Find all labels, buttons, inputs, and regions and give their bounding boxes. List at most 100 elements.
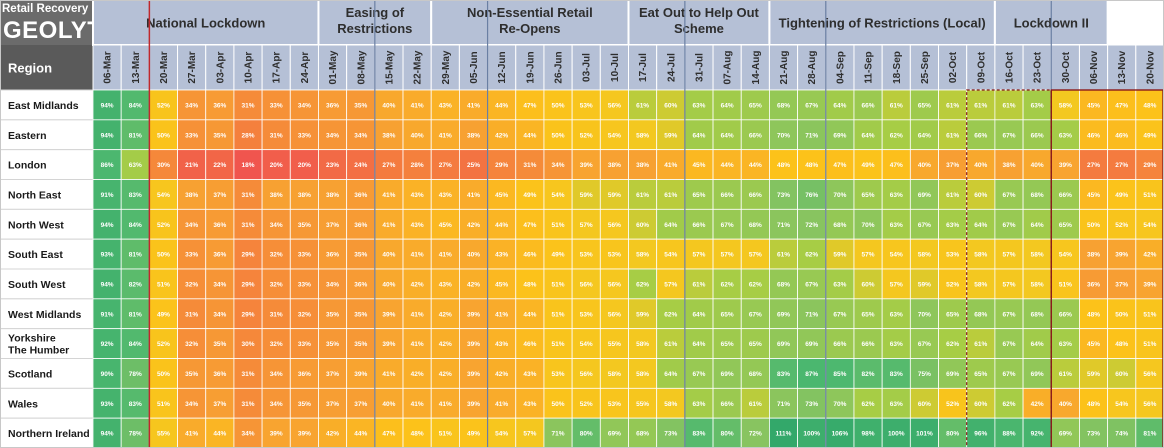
heat-value: 35% [213,132,226,139]
heat-value: 70% [833,401,846,408]
heat-value: 48% [805,162,818,169]
heat-value: 51% [157,401,170,408]
heat-cell [628,417,658,448]
heat-value: 38% [636,162,649,169]
date-label: 27-Mar [187,51,198,83]
heat-cell [1135,149,1164,180]
heat-value: 42% [495,132,508,139]
heat-value: 32% [185,281,198,288]
heat-value: 36% [213,222,226,229]
heat-value: 27% [439,162,452,169]
heat-cell [515,387,545,419]
heat-cell [374,417,404,448]
heat-cell [177,268,207,300]
heat-value: 60% [636,222,649,229]
heat-cell [628,179,658,210]
date-label: 19-Jun [525,51,536,83]
heat-value: 40% [918,162,931,169]
heat-value: 48% [1087,401,1100,408]
heat-value: 42% [467,281,480,288]
heat-value: 27% [382,162,395,169]
heat-value: 92% [1031,431,1044,438]
heat-value: 49% [523,192,536,199]
heat-value: 53% [552,371,565,378]
heat-value: 52% [580,132,593,139]
region-label: South East [8,249,63,261]
heat-cell [233,119,263,151]
heat-value: 45% [1087,192,1100,199]
heat-value: 69% [777,311,790,318]
table-row: East Midlands 94% 84% 52% 34% 36% 31% 33% 34% 36%… [0,89,1164,121]
heat-cell [148,268,178,300]
heat-cell [966,298,996,330]
heat-cell [1050,149,1080,180]
heat-value: 66% [721,192,734,199]
heat-value: 27% [1115,162,1128,169]
heat-value: 49% [467,431,480,438]
heat-cell [543,298,573,330]
heat-cell [881,358,911,389]
heat-value: 96% [974,431,987,438]
table-row: Northern Ireland 94% 78% 55% 41% 44% 34% 39% 39%… [0,417,1164,448]
heat-value: 57% [692,252,705,259]
heat-value: 58% [974,252,987,259]
heat-value: 54% [1059,252,1072,259]
heat-cell [825,89,855,121]
heat-value: 34% [242,431,255,438]
heat-value: 59% [608,192,621,199]
heat-value: 67% [692,371,705,378]
heat-value: 21% [185,162,198,169]
heat-cell [656,89,686,121]
heat-cell [120,298,150,330]
heat-value: 28% [242,132,255,139]
heat-value: 40% [382,102,395,109]
heat-value: 65% [862,311,875,318]
region-label: South West [8,279,66,291]
heat-value: 30% [157,162,170,169]
date-header-cell [599,44,630,91]
heat-value: 56% [608,222,621,229]
heat-value: 111% [776,431,792,438]
heat-value: 34% [270,222,283,229]
heat-cell [656,119,686,151]
date-header-cell [1107,44,1137,91]
heat-value: 65% [721,341,734,348]
heat-cell [628,89,658,121]
heat-value: 32% [185,341,198,348]
heat-value: 38% [467,132,480,139]
heat-value: 60% [664,102,677,109]
heat-value: 56% [608,102,621,109]
heat-value: 31% [270,132,283,139]
heat-cell [430,328,460,359]
heat-value: 42% [439,371,452,378]
date-label: 20-Nov [1145,50,1156,84]
heat-cell [881,119,911,151]
heat-value: 41% [495,401,508,408]
heat-value: 53% [580,311,593,318]
heat-value: 67% [805,281,818,288]
date-label: 03-Jul [582,53,593,82]
heat-cell [261,89,291,121]
heat-cell [797,238,827,270]
heat-cell [148,238,178,270]
heat-value: 51% [552,281,565,288]
heat-value: 53% [580,252,593,259]
heat-value: 35% [326,341,339,348]
heat-value: 60% [862,281,875,288]
heat-value: 62% [1002,401,1015,408]
heat-cell [318,268,348,300]
heat-value: 49% [1143,132,1156,139]
phase-header [92,0,320,46]
heat-cell [825,298,855,330]
region-label: London [8,160,46,172]
heat-value: 81% [129,311,142,318]
heat-value: 32% [298,311,311,318]
heat-value: 39% [354,371,367,378]
heat-value: 61% [1002,102,1015,109]
heat-value: 55% [157,431,170,438]
heat-value: 48% [1143,102,1156,109]
heat-cell [402,208,432,240]
heat-value: 40% [1031,162,1044,169]
heat-value: 41% [495,311,508,318]
